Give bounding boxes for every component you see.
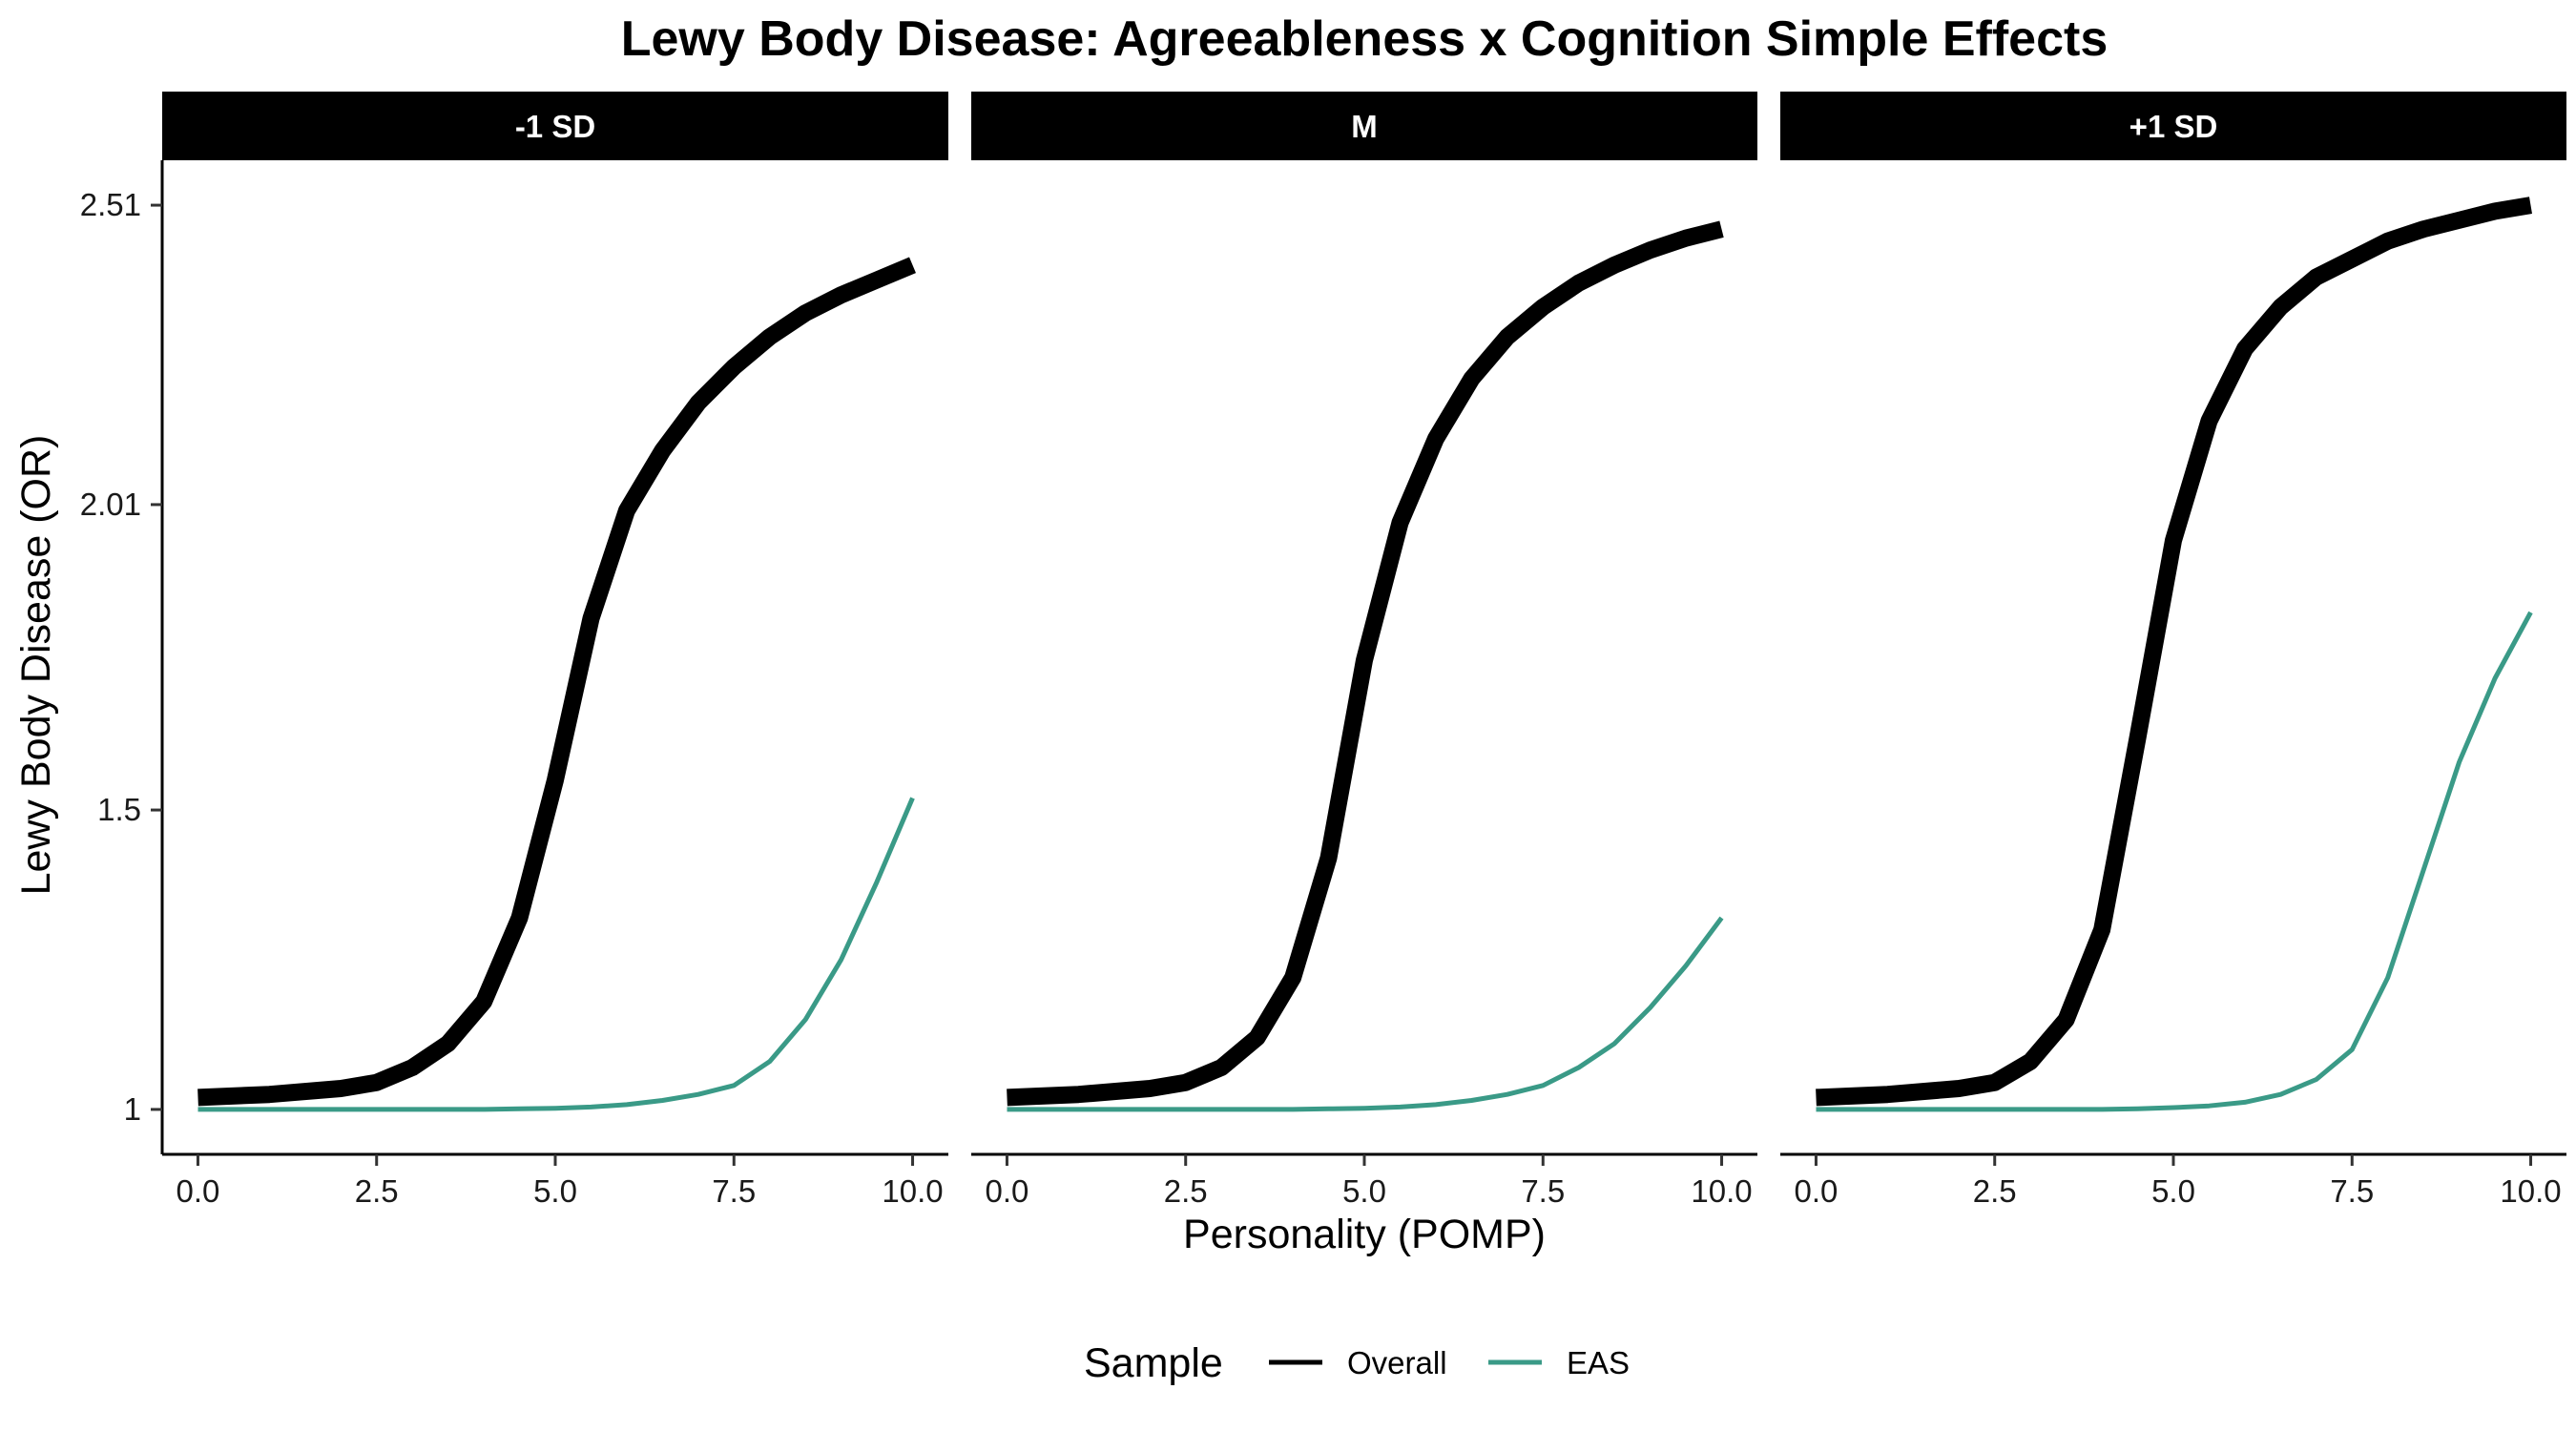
x-tick-label: 0.0 (986, 1173, 1029, 1209)
x-tick-label: 10.0 (2500, 1173, 2561, 1209)
x-tick-label: 10.0 (1691, 1173, 1752, 1209)
x-tick-label: 0.0 (177, 1173, 220, 1209)
x-tick-label: 10.0 (882, 1173, 943, 1209)
series-line-overall (1007, 220, 1724, 1107)
series-line-eas (1007, 916, 1724, 1112)
legend: Sample Overall EAS (1084, 1340, 1630, 1386)
y-tick-label: 2.01 (80, 487, 141, 522)
series-line-eas (1816, 611, 2533, 1112)
x-tick-label: 5.0 (2151, 1173, 2195, 1209)
x-tick-label: 5.0 (1342, 1173, 1386, 1209)
facet-strip-label: +1 SD (2129, 109, 2218, 144)
legend-title: Sample (1084, 1340, 1223, 1386)
facet-panel: +1 SD 0.0 2.5 5.0 7.5 10.0 (1780, 92, 2566, 1209)
y-axis-title: Lewy Body Disease (OR) (13, 435, 59, 896)
y-tick-label: 2.51 (80, 187, 141, 222)
chart-title: Lewy Body Disease: Agreeableness x Cogni… (621, 11, 2109, 67)
x-tick-label: 7.5 (2330, 1173, 2374, 1209)
x-tick-label: 2.5 (1973, 1173, 2017, 1209)
facet-panels: -1 SD 0.0 2.5 5.0 7.5 10.0 1 1.5 2.01 2.51 M 0.0 2.5… (80, 92, 2566, 1209)
x-tick-label: 2.5 (355, 1173, 399, 1209)
series-line-overall (197, 257, 916, 1107)
x-tick-label: 7.5 (1521, 1173, 1565, 1209)
facet-strip (1780, 92, 2566, 160)
facet-panel: -1 SD 0.0 2.5 5.0 7.5 10.0 1 1.5 2.01 2.51 (80, 92, 948, 1209)
series-line-eas (197, 797, 915, 1112)
x-tick-label: 2.5 (1164, 1173, 1208, 1209)
legend-label: Overall (1347, 1345, 1447, 1380)
x-axis-title: Personality (POMP) (1183, 1212, 1546, 1257)
facet-strip (162, 92, 948, 160)
y-tick-label: 1.5 (97, 792, 141, 827)
facet-strip-label: M (1351, 109, 1378, 144)
facet-strip-label: -1 SD (515, 109, 595, 144)
legend-label: EAS (1567, 1345, 1630, 1380)
x-tick-label: 0.0 (1795, 1173, 1839, 1209)
facet-panel: M 0.0 2.5 5.0 7.5 10.0 (971, 92, 1757, 1209)
facet-strip (971, 92, 1757, 160)
series-line-overall (1816, 197, 2532, 1107)
x-tick-label: 5.0 (533, 1173, 577, 1209)
y-tick-label: 1 (124, 1091, 141, 1127)
x-tick-label: 7.5 (712, 1173, 756, 1209)
